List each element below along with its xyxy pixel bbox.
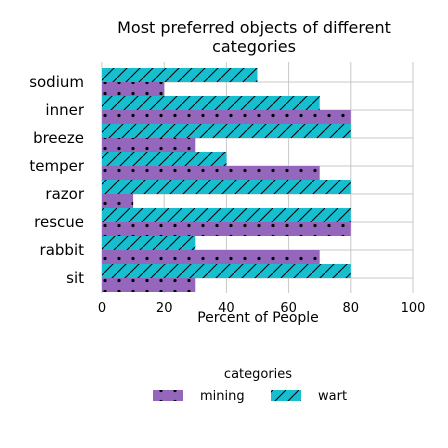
x-tick-label: 40 [218, 301, 235, 316]
mining-bar-pattern [102, 222, 351, 236]
wart-bar-pattern [102, 180, 351, 194]
category-label: breeze [33, 129, 84, 147]
chart-title-line-2: categories [212, 37, 296, 56]
category-label: sodium [29, 73, 84, 91]
category-label: inner [45, 101, 84, 119]
mining-bar-pattern [102, 194, 134, 208]
x-tick-label: 20 [156, 301, 173, 316]
wart-bar-pattern [102, 236, 196, 250]
category-label: sit [66, 269, 84, 287]
x-axis-label: Percent of People [197, 310, 319, 326]
category-label: temper [29, 157, 84, 175]
legend-swatch-pattern-mining [153, 390, 183, 401]
wart-bar-pattern [102, 96, 320, 110]
wart-bar-pattern [102, 68, 258, 82]
category-labels: sodium inner breeze temper razor rescue rabbit… [29, 73, 85, 287]
mining-bar-pattern [102, 250, 320, 264]
wart-bar-pattern [102, 152, 227, 166]
category-label: razor [45, 185, 84, 203]
wart-bar-pattern [102, 124, 351, 138]
legend-title: categories [224, 367, 292, 382]
mining-bar-pattern [102, 138, 196, 152]
x-tick-label: 60 [280, 301, 297, 316]
x-tick-label: 0 [98, 301, 106, 316]
wart-bar-pattern [102, 208, 351, 222]
x-tick-labels: 0 20 40 60 80 100 [98, 301, 426, 316]
mining-bar-pattern [102, 166, 320, 180]
category-label: rabbit [40, 241, 85, 259]
bars [102, 68, 351, 292]
mining-bar-pattern [102, 82, 165, 96]
legend-label-wart: wart [318, 389, 347, 404]
chart-title-line-1: Most preferred objects of different [117, 18, 391, 37]
legend-label-mining: mining [200, 389, 245, 404]
mining-bar-pattern [102, 110, 351, 124]
mining-bar-pattern [102, 278, 196, 292]
wart-bar-pattern [102, 264, 351, 278]
legend-swatch-pattern-wart [271, 390, 301, 401]
legend: categories mining wart [153, 367, 347, 404]
x-tick-label: 100 [401, 301, 426, 316]
category-label: rescue [34, 213, 84, 231]
x-tick-label: 80 [343, 301, 360, 316]
